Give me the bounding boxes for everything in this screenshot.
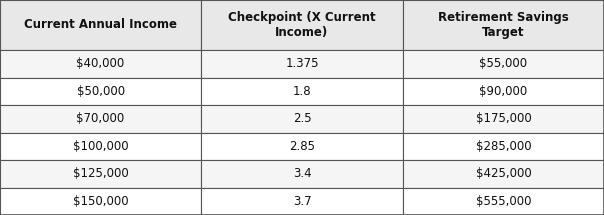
Bar	[0, 187, 201, 215]
Bar	[403, 160, 604, 187]
Text: 3.7: 3.7	[293, 195, 311, 208]
Text: $50,000: $50,000	[77, 85, 124, 98]
Text: $70,000: $70,000	[77, 112, 124, 125]
Text: $425,000: $425,000	[475, 167, 532, 180]
Bar	[201, 187, 403, 215]
Bar	[0, 50, 201, 77]
Text: $555,000: $555,000	[476, 195, 531, 208]
Text: Retirement Savings
Target: Retirement Savings Target	[438, 11, 569, 39]
Text: 3.4: 3.4	[293, 167, 311, 180]
Bar	[0, 132, 201, 160]
Bar	[403, 0, 604, 50]
Bar	[0, 0, 201, 50]
Text: $150,000: $150,000	[72, 195, 129, 208]
Text: Checkpoint (X Current
Income): Checkpoint (X Current Income)	[228, 11, 376, 39]
Text: 1.375: 1.375	[285, 57, 319, 70]
Text: 1.8: 1.8	[293, 85, 311, 98]
Text: Current Annual Income: Current Annual Income	[24, 18, 177, 32]
Bar	[201, 50, 403, 77]
Bar	[0, 77, 201, 105]
Text: $100,000: $100,000	[72, 140, 129, 153]
Text: 2.5: 2.5	[293, 112, 311, 125]
Text: $175,000: $175,000	[475, 112, 532, 125]
Text: 2.85: 2.85	[289, 140, 315, 153]
Bar	[403, 187, 604, 215]
Bar	[403, 132, 604, 160]
Bar	[201, 105, 403, 132]
Bar	[201, 160, 403, 187]
Text: $40,000: $40,000	[77, 57, 124, 70]
Text: $285,000: $285,000	[475, 140, 532, 153]
Bar	[0, 105, 201, 132]
Bar	[403, 77, 604, 105]
Text: $125,000: $125,000	[72, 167, 129, 180]
Bar	[403, 105, 604, 132]
Bar	[201, 132, 403, 160]
Bar	[201, 0, 403, 50]
Bar	[0, 160, 201, 187]
Text: $90,000: $90,000	[480, 85, 527, 98]
Bar	[201, 77, 403, 105]
Bar	[403, 50, 604, 77]
Text: $55,000: $55,000	[480, 57, 527, 70]
